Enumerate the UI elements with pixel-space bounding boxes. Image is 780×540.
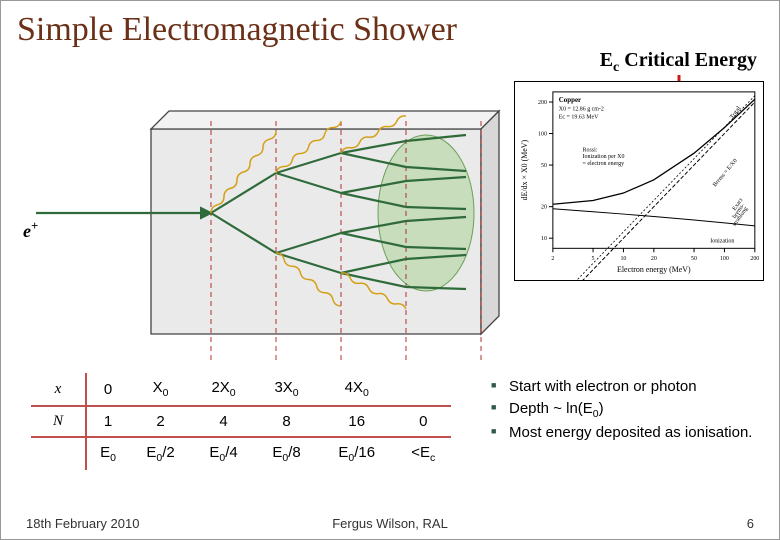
table-row-label: [31, 437, 86, 470]
svg-text:100: 100: [720, 256, 729, 262]
table-cell: 4: [192, 406, 255, 437]
bullet-item: Most energy deposited as ionisation.: [491, 423, 756, 443]
table-cell: 3X0: [255, 373, 318, 406]
table-cell: E0: [86, 437, 129, 470]
svg-text:X0 = 12.86 g cm-2: X0 = 12.86 g cm-2: [559, 107, 604, 113]
page-number: 6: [747, 516, 754, 531]
critical-energy-label: Ec Critical Energy: [600, 49, 757, 76]
svg-text:Ec = 19.63 MeV: Ec = 19.63 MeV: [559, 115, 599, 121]
svg-text:Rossi:: Rossi:: [583, 147, 598, 153]
bullet-item: Depth ~ ln(E0): [491, 399, 756, 421]
footer-date: 18th February 2010: [26, 516, 139, 531]
svg-text:5: 5: [592, 256, 595, 262]
svg-text:Ionization: Ionization: [710, 238, 734, 244]
table-cell: X0: [129, 373, 192, 406]
svg-text:Copper: Copper: [559, 97, 581, 104]
table-cell: 1: [86, 406, 129, 437]
footer-author: Fergus Wilson, RAL: [332, 516, 448, 531]
svg-text:10: 10: [620, 256, 626, 262]
table-cell: 0: [86, 373, 129, 406]
svg-text:Brems = E/X0: Brems = E/X0: [712, 158, 739, 188]
table-cell: 8: [255, 406, 318, 437]
bullet-item: Start with electron or photon: [491, 377, 756, 397]
shower-table: x0X02X03X04X0N1248160E0E0/2E0/4E0/8E0/16…: [31, 373, 451, 470]
bullet-list: Start with electron or photonDepth ~ ln(…: [491, 377, 756, 446]
svg-text:200: 200: [750, 256, 759, 262]
table-cell: E0/8: [255, 437, 318, 470]
table-cell: E0/16: [318, 437, 395, 470]
svg-text:10: 10: [541, 236, 547, 242]
svg-text:2: 2: [551, 256, 554, 262]
table-row-label: x: [31, 373, 86, 406]
svg-text:20: 20: [651, 256, 657, 262]
table-cell: E0/4: [192, 437, 255, 470]
svg-text:20: 20: [541, 205, 547, 211]
table-cell: 2X0: [192, 373, 255, 406]
table-cell: 4X0: [318, 373, 395, 406]
shower-diagram: [31, 81, 511, 361]
svg-text:dE/dx × X0 (MeV): dE/dx × X0 (MeV): [520, 140, 529, 201]
svg-text:Ionization per X0: Ionization per X0: [583, 154, 625, 160]
table-cell: E0/2: [129, 437, 192, 470]
svg-text:Electron energy (MeV): Electron energy (MeV): [617, 265, 691, 274]
svg-text:100: 100: [538, 132, 547, 138]
svg-text:50: 50: [541, 163, 547, 169]
table-cell: 0: [396, 406, 452, 437]
table-cell: 2: [129, 406, 192, 437]
table-cell: <Ec: [396, 437, 452, 470]
table-cell: [396, 373, 452, 406]
energy-loss-chart: 2 5 10 20 50 100 200 10 20 50 100 200 Electron energ…: [514, 81, 764, 281]
slide-title: Simple Electromagnetic Shower: [1, 1, 779, 53]
table-row-label: N: [31, 406, 86, 437]
svg-text:200: 200: [538, 100, 547, 106]
svg-text:= electron energy: = electron energy: [583, 161, 625, 167]
positron-label: e+: [23, 219, 38, 242]
table-cell: 16: [318, 406, 395, 437]
svg-text:50: 50: [691, 256, 697, 262]
